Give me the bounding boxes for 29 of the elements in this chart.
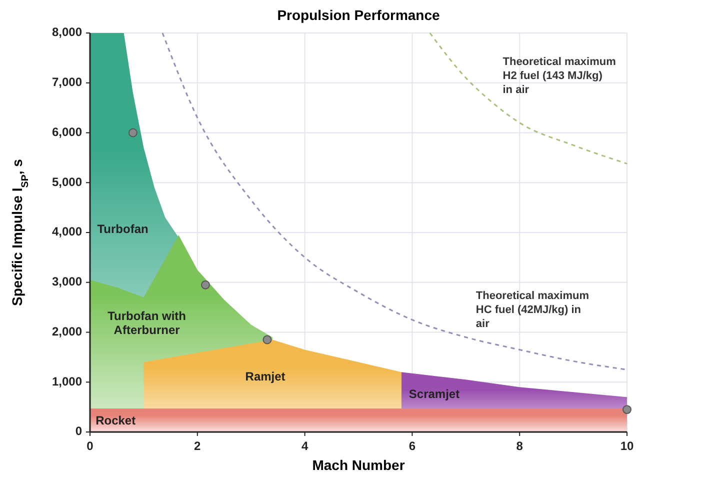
point bbox=[128, 128, 138, 138]
y-tick-label: 8,000 bbox=[52, 25, 82, 40]
point bbox=[200, 280, 210, 290]
y-tick-label: 2,000 bbox=[52, 324, 82, 338]
series-label: Theoretical maximum H2 fuel (143 MJ/kg) in air bbox=[502, 56, 616, 96]
series-label: Theoretical maximum HC fuel (42MJ/kg) in air bbox=[476, 290, 590, 330]
y-tick-label: 4,000 bbox=[52, 224, 82, 239]
x-axis-title: Mach Number bbox=[312, 457, 406, 473]
line-series bbox=[429, 32, 628, 164]
series-label: Turbofan with Afterburner bbox=[108, 309, 186, 338]
x-tick-label: 4 bbox=[301, 439, 308, 453]
y-tick-label: 1,000 bbox=[52, 374, 82, 388]
y-tick-label: 3,000 bbox=[52, 274, 82, 289]
series-label: Ramjet bbox=[245, 370, 286, 384]
x-tick-label: 10 bbox=[620, 439, 634, 453]
point bbox=[622, 405, 632, 414]
point bbox=[262, 335, 272, 344]
series-label: Scramjet bbox=[408, 386, 460, 401]
series-label: Rocket bbox=[96, 413, 136, 428]
x-tick-label: 6 bbox=[408, 439, 416, 453]
x-tick-label: 2 bbox=[194, 439, 202, 453]
x-tick-label: 8 bbox=[516, 439, 524, 453]
y-tick-label: 5,000 bbox=[52, 174, 82, 189]
y-tick-label: 6,000 bbox=[52, 124, 82, 139]
y-tick-label: 7,000 bbox=[52, 75, 82, 90]
x-tick-label: 0 bbox=[86, 439, 94, 453]
y-tick-label: 0 bbox=[75, 424, 82, 438]
chart-title: Propulsion Performance bbox=[277, 7, 440, 23]
series-label: Turbofan bbox=[97, 222, 148, 236]
